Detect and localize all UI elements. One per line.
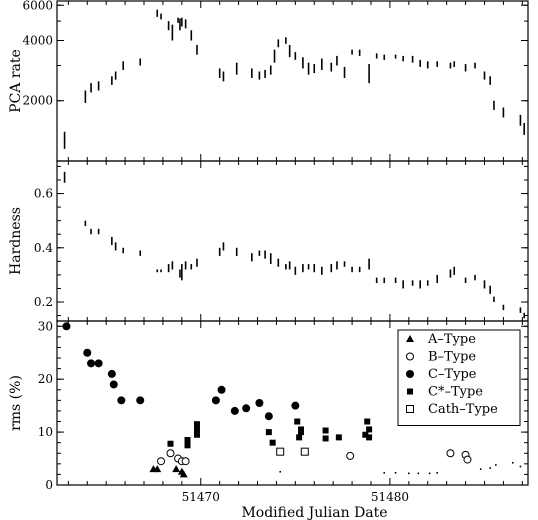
- x-tick-label: 51480: [371, 490, 409, 504]
- legend: A–Type B–Type C–Type C*–Type Cath–Type: [397, 329, 521, 426]
- data-point-circle-open: [181, 457, 190, 466]
- legend-marker-square-open: [406, 405, 414, 413]
- axis-text: 2000 4000 6000 PCA rate 0.2 0.4 0.6 Hardness 0 10…: [8, 0, 409, 520]
- data-point-square-filled: [366, 434, 373, 441]
- data-point-square-filled: [296, 434, 303, 441]
- data-point-square-filled: [265, 429, 272, 436]
- data-point-triangle-filled: [153, 465, 162, 473]
- data-point-circle-filled: [211, 396, 220, 405]
- data-point-square-filled: [366, 426, 373, 433]
- data-point-circle-filled: [217, 385, 226, 394]
- x-tick-label: 51470: [182, 490, 220, 504]
- data-point-circle-filled: [255, 399, 264, 407]
- legend-marker-square-filled: [407, 388, 413, 395]
- data-point-small-dot: [417, 472, 420, 475]
- data-point-small-dot: [383, 472, 386, 474]
- data-point-small-dot: [512, 461, 514, 464]
- legend-entry-label: A–Type: [427, 332, 476, 347]
- panel-frame-bottom: [56, 320, 529, 486]
- data-point-small-dot: [495, 464, 497, 466]
- data-point-square-filled: [362, 431, 369, 438]
- data-point-square-filled: [298, 429, 305, 436]
- y-tick-label: 20: [38, 372, 53, 386]
- panel-frame-top: [56, 0, 529, 162]
- data-point-circle-open: [463, 455, 472, 464]
- y-tick-label: 0.2: [34, 295, 53, 309]
- data-point-square-filled: [269, 439, 276, 446]
- data-point-circle-filled: [242, 404, 251, 413]
- y-tick-label: 4000: [22, 33, 53, 47]
- y-axis-label: PCA rate: [8, 49, 24, 113]
- data-point-circle-filled: [136, 396, 145, 405]
- data-point-square-filled: [322, 427, 329, 434]
- legend-marker-triangle-filled: [406, 335, 414, 342]
- data-marks: [62, 9, 526, 478]
- data-point-circle-open: [346, 451, 355, 460]
- data-point-circle-filled: [94, 359, 103, 368]
- data-point-small-dot: [479, 468, 482, 470]
- y-tick-label: 0.6: [34, 187, 53, 201]
- legend-marker-circle-open: [406, 352, 414, 361]
- data-point-triangle-filled: [172, 465, 181, 473]
- data-point-square-open: [276, 447, 285, 456]
- y-tick-label: 0.4: [34, 241, 53, 255]
- panel-frames: [56, 0, 529, 486]
- data-point-circle-filled: [83, 348, 92, 357]
- data-point-circle-filled: [264, 412, 273, 421]
- legend-entry-label: C*–Type: [428, 385, 483, 400]
- data-point-small-dot: [408, 472, 410, 475]
- legend-entry-label: B–Type: [428, 350, 476, 365]
- y-tick-label: 2000: [22, 94, 53, 108]
- data-point-circle-filled: [291, 401, 300, 410]
- data-point-small-dot: [489, 467, 491, 469]
- data-point-circle-open: [157, 457, 166, 466]
- tick-marks: [57, 1, 528, 486]
- data-point-square-filled: [322, 435, 329, 442]
- data-point-square-filled: [167, 440, 174, 447]
- data-point-square-filled: [193, 431, 200, 438]
- y-axis-label: Hardness: [8, 207, 24, 275]
- legend-entry-label: Cath–Type: [428, 402, 498, 417]
- data-point-circle-filled: [109, 380, 118, 389]
- data-point-square-open: [300, 447, 309, 456]
- y-tick-label: 30: [38, 319, 53, 333]
- data-point-square-filled: [193, 426, 200, 433]
- data-point-small-dot: [436, 472, 439, 474]
- y-tick-label: 10: [38, 425, 53, 439]
- data-point-circle-filled: [107, 369, 116, 378]
- data-point-circle-open: [166, 449, 175, 458]
- legend-marker-circle-filled: [406, 370, 414, 378]
- data-point-square-filled: [193, 421, 200, 428]
- legend-entry-label: C–Type: [428, 367, 477, 382]
- data-point-small-dot: [279, 470, 282, 473]
- data-point-small-dot: [428, 472, 431, 475]
- data-point-circle-open: [446, 449, 455, 458]
- data-point-square-filled: [294, 418, 301, 425]
- data-point-square-filled: [364, 418, 371, 425]
- data-point-circle-filled: [62, 322, 71, 331]
- data-point-circle-filled: [230, 406, 239, 415]
- data-point-triangle-filled: [179, 470, 188, 478]
- panel-frame-middle: [56, 160, 529, 322]
- legend-box: [397, 329, 521, 426]
- y-axis-label: rms (%): [8, 375, 24, 431]
- y-tick-label: 6000: [22, 0, 53, 12]
- data-point-square-filled: [184, 442, 191, 449]
- data-point-small-dot: [519, 465, 522, 468]
- y-tick-label: 0: [45, 478, 53, 492]
- data-point-circle-filled: [117, 396, 126, 405]
- data-point-square-filled: [184, 437, 191, 444]
- x-axis-label: Modified Julian Date: [241, 505, 387, 520]
- data-point-small-dot: [394, 472, 397, 474]
- data-point-circle-filled: [87, 359, 96, 368]
- data-point-square-filled: [335, 434, 342, 441]
